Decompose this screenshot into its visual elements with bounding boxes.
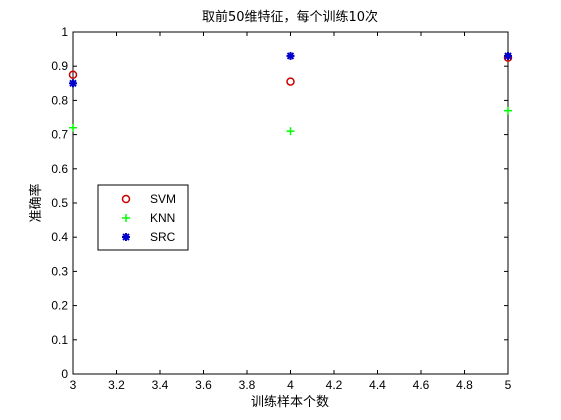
- legend-marker-src: [122, 233, 130, 241]
- y-tick-label: 0.2: [51, 299, 68, 313]
- x-tick-label: 4.2: [326, 378, 343, 392]
- x-tick-label: 3.4: [152, 378, 169, 392]
- chart-title: 取前50维特征，每个训练10次: [202, 9, 378, 25]
- legend-label: SVM: [150, 192, 176, 206]
- x-tick-label: 4: [287, 378, 294, 392]
- y-tick-label: 0.1: [51, 333, 68, 347]
- y-tick-label: 0.4: [51, 230, 68, 244]
- y-tick-label: 0: [61, 367, 68, 381]
- legend-label: SRC: [150, 230, 176, 244]
- x-tick-label: 4.4: [369, 378, 386, 392]
- x-tick-label: 3.8: [239, 378, 256, 392]
- y-tick-label: 0.7: [51, 128, 68, 142]
- x-axis-title: 训练样本个数: [251, 395, 329, 410]
- legend: SVM KNN SRC: [98, 185, 188, 250]
- y-axis-title: 准确率: [28, 183, 44, 222]
- y-tick-label: 1: [61, 25, 68, 39]
- x-tick-label: 3.6: [195, 378, 212, 392]
- x-tick-label: 3.2: [108, 378, 125, 392]
- x-tick-label: 4.6: [413, 378, 430, 392]
- y-tick-label: 0.3: [51, 264, 68, 278]
- x-tick-label: 4.8: [456, 378, 473, 392]
- data-point-src: [504, 52, 512, 60]
- legend-label: KNN: [150, 211, 175, 225]
- y-tick-label: 0.6: [51, 162, 68, 176]
- x-tick-label: 3: [70, 378, 77, 392]
- data-point-src: [69, 79, 77, 87]
- y-tick-label: 0.9: [51, 59, 68, 73]
- x-tick-label: 5: [505, 378, 512, 392]
- data-point-src: [287, 52, 295, 60]
- y-tick-label: 0.5: [51, 196, 68, 210]
- y-tick-label: 0.8: [51, 93, 68, 107]
